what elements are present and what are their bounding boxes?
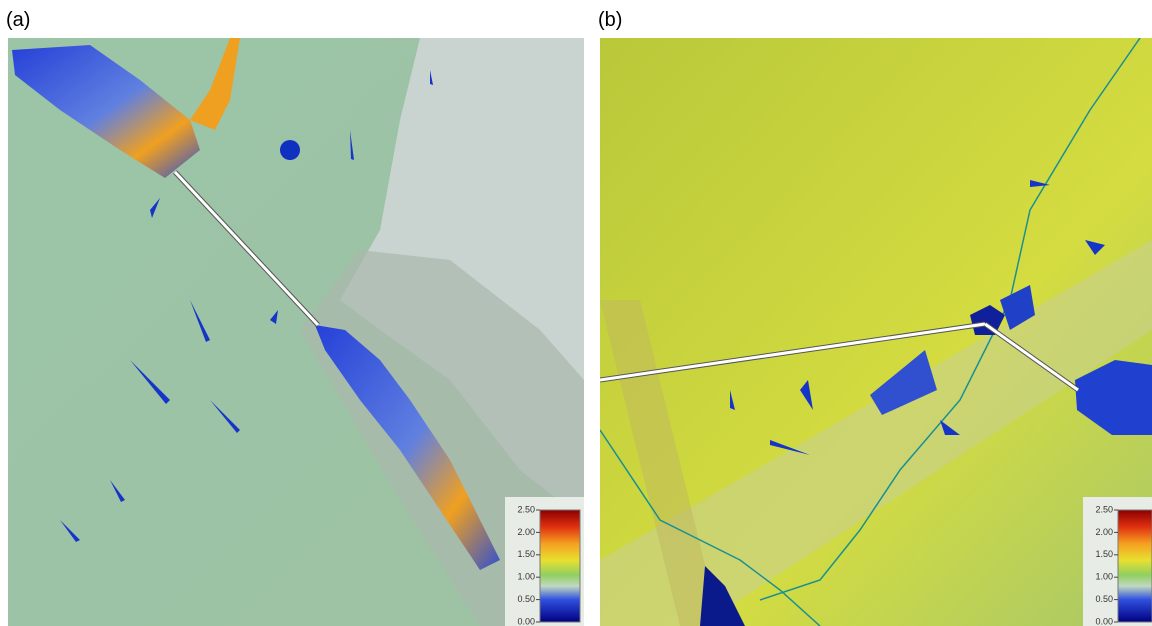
tick-label: 2.00 bbox=[1095, 527, 1113, 537]
tick-label: 2.00 bbox=[517, 527, 535, 537]
map-a bbox=[8, 38, 584, 626]
tick-label: 1.00 bbox=[517, 572, 535, 582]
tick-label: 0.00 bbox=[1095, 616, 1113, 626]
tick-label: 0.50 bbox=[1095, 594, 1113, 604]
tick-label: 1.50 bbox=[1095, 549, 1113, 559]
panel-label: (a) bbox=[6, 9, 30, 31]
tick-label: 0.50 bbox=[517, 594, 535, 604]
tick-label: 1.00 bbox=[1095, 572, 1113, 582]
tick-label: 2.50 bbox=[1095, 504, 1113, 514]
figure: (a) (b) bbox=[0, 0, 1152, 626]
panel-label: (b) bbox=[598, 9, 622, 31]
tick-label: 0.00 bbox=[517, 616, 535, 626]
tick-label: 2.50 bbox=[517, 504, 535, 514]
color-legend: 0.00 0.50 1.00 1.50 2.00 2.50 bbox=[505, 497, 584, 626]
tick-label: 1.50 bbox=[517, 549, 535, 559]
map-b bbox=[600, 38, 1152, 626]
color-legend: 0.00 0.50 1.00 1.50 2.00 2.50 bbox=[1083, 497, 1152, 626]
